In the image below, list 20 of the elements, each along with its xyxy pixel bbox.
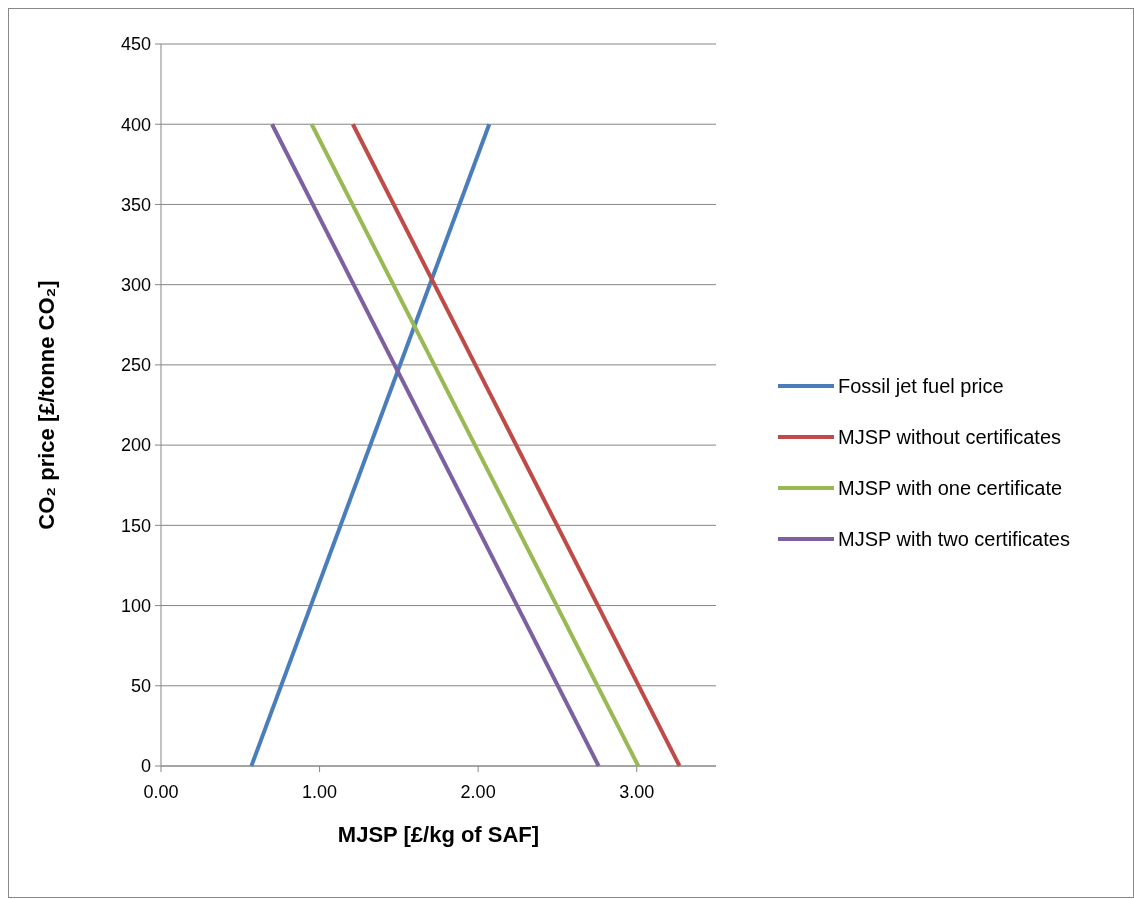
- y-tick-label: 200: [120, 435, 151, 456]
- y-tick-label: 150: [120, 515, 151, 536]
- y-tick-label: 100: [120, 595, 151, 616]
- y-tick-label: 350: [120, 194, 151, 215]
- legend-label: MJSP with one certificate: [838, 477, 1063, 499]
- legend-label: Fossil jet fuel price: [838, 375, 1004, 397]
- x-tick-label: 3.00: [619, 782, 655, 802]
- y-tick-label: 300: [120, 274, 151, 295]
- x-axis-title: MJSP [£/kg of SAF]: [337, 822, 540, 847]
- y-tick-label: 400: [120, 114, 151, 135]
- y-tick-label: 250: [120, 355, 151, 376]
- y-axis-title: CO₂ price [£/tonne CO₂]: [34, 280, 59, 530]
- legend-label: MJSP without certificates: [838, 426, 1062, 448]
- y-tick-label: 0: [140, 756, 151, 777]
- y-tick-label: 50: [130, 676, 151, 697]
- x-tick-label: 2.00: [460, 782, 496, 802]
- legend-label: MJSP with two certificates: [838, 528, 1070, 550]
- x-tick-label: 1.00: [302, 782, 338, 802]
- x-tick-label: 0.00: [143, 782, 179, 802]
- y-tick-label: 450: [120, 34, 151, 55]
